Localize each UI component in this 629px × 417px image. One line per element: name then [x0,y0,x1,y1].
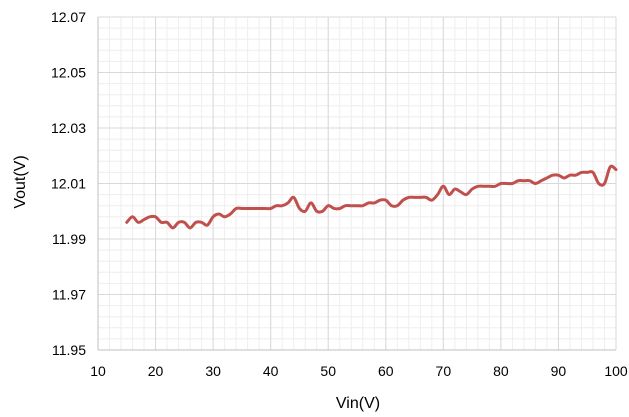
y-axis-title: Vout(V) [12,155,29,208]
y-tick-label: 12.07 [51,9,86,25]
y-tick-label: 11.99 [52,231,86,247]
x-tick-label: 70 [436,363,452,379]
x-tick-label: 100 [604,363,628,379]
x-tick-label: 10 [90,363,106,379]
tick-labels: 10 20 30 40 50 60 70 80 90 100 11.95 11.97 11.99 12.0… [51,9,628,379]
y-tick-label: 12.03 [51,120,86,136]
x-axis-title: Vin(V) [336,395,380,412]
y-tick-label: 11.97 [52,287,86,303]
x-tick-label: 60 [378,363,394,379]
grid [97,16,617,351]
y-tick-label: 11.95 [52,342,86,358]
y-tick-label: 12.01 [51,176,86,192]
series-line [125,164,618,230]
y-tick-label: 12.05 [51,65,86,81]
x-tick-label: 40 [263,363,279,379]
x-tick-label: 20 [148,363,164,379]
x-tick-label: 80 [493,363,509,379]
x-tick-label: 90 [551,363,567,379]
x-tick-label: 30 [205,363,221,379]
x-tick-label: 50 [320,363,336,379]
series [125,164,618,230]
